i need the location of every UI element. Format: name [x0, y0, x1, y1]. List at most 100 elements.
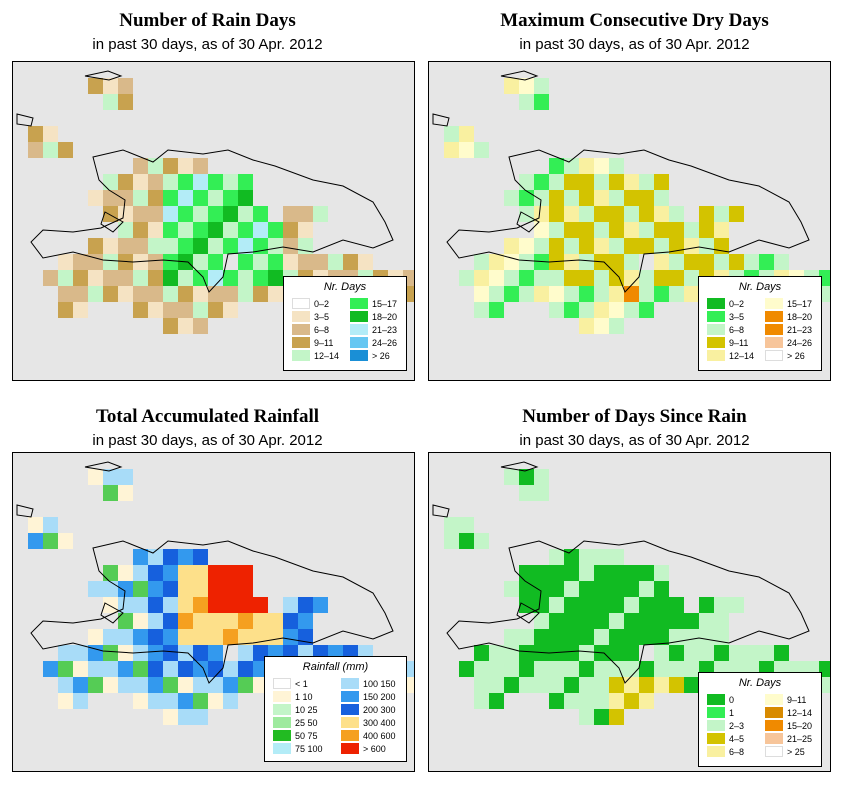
- map-cell: [669, 645, 684, 661]
- legend-swatch: [707, 324, 725, 335]
- legend-title: Nr. Days: [323, 281, 367, 293]
- map-cell: [163, 270, 178, 286]
- map-cell: [639, 597, 654, 613]
- map-cell: [208, 270, 223, 286]
- map-cell: [534, 78, 549, 94]
- map-cell: [729, 206, 744, 222]
- map-cell: [714, 254, 729, 270]
- map-cell: [118, 629, 133, 645]
- map-cell: [163, 206, 178, 222]
- map-cell: [549, 174, 564, 190]
- map-cell: [639, 613, 654, 629]
- map-cell: [283, 206, 298, 222]
- legend-label: 1: [729, 708, 735, 718]
- map-cell: [103, 645, 118, 661]
- map-cell: [148, 661, 163, 677]
- legend-item: 150 200: [341, 691, 396, 703]
- map-cell: [253, 206, 268, 222]
- map-cell: [624, 286, 639, 302]
- legend-label: 3–5: [314, 312, 330, 322]
- map-cell: [58, 254, 73, 270]
- map-cell: [103, 174, 118, 190]
- map-cell: [133, 158, 148, 174]
- map-cell: [178, 158, 193, 174]
- map-cell: [504, 286, 519, 302]
- map-cell: [699, 238, 714, 254]
- map-cell: [639, 693, 654, 709]
- map-cell: [549, 222, 564, 238]
- map-cell: [193, 565, 208, 581]
- map-cell: [238, 190, 253, 206]
- map-cell: [714, 206, 729, 222]
- map-cell: [313, 254, 328, 270]
- map-cell: [163, 254, 178, 270]
- map-cell: [193, 174, 208, 190]
- map-cell: [624, 677, 639, 693]
- map-cell: [118, 597, 133, 613]
- map-cell: [519, 238, 534, 254]
- map-cell: [654, 677, 669, 693]
- map-cell: [609, 286, 624, 302]
- panel-title: Number of Rain Days: [119, 10, 296, 31]
- map-cell: [283, 254, 298, 270]
- map-cell: [73, 270, 88, 286]
- map-cell: [193, 629, 208, 645]
- map-cell: [268, 613, 283, 629]
- map-cell: [178, 190, 193, 206]
- map-cell: [594, 693, 609, 709]
- map-cell: [43, 517, 58, 533]
- map-cell: [549, 661, 564, 677]
- map-cell: [193, 318, 208, 334]
- map-cell: [579, 174, 594, 190]
- map-cell: [654, 174, 669, 190]
- legend-swatch: [765, 311, 783, 322]
- map-cell: [148, 238, 163, 254]
- map-cell: [103, 206, 118, 222]
- map-cell: [283, 222, 298, 238]
- map-cell: [654, 206, 669, 222]
- map-cell: [639, 565, 654, 581]
- legend-item: 9–11: [707, 337, 748, 349]
- map-cell: [118, 565, 133, 581]
- map-cell: [669, 661, 684, 677]
- map-cell: [208, 693, 223, 709]
- map-cell: [459, 661, 474, 677]
- map-cell: [163, 222, 178, 238]
- map-cell: [639, 286, 654, 302]
- map-cell: [163, 613, 178, 629]
- coastline: [30, 540, 394, 684]
- legend: Rainfall (mm) < 1 1 10 10 25 25 50 50 75 75 1…: [264, 656, 407, 762]
- map-cell: [148, 286, 163, 302]
- map-cell: [43, 533, 58, 549]
- map-cell: [594, 158, 609, 174]
- map-cell: [118, 469, 133, 485]
- legend-item: 300 400: [341, 717, 396, 729]
- map-cell: [208, 286, 223, 302]
- map-cell: [579, 222, 594, 238]
- map-cell: [534, 485, 549, 501]
- legend-label: 9–11: [787, 695, 807, 705]
- map-cell: [133, 613, 148, 629]
- map-cell: [654, 270, 669, 286]
- map-cell: [298, 222, 313, 238]
- map-cell: [118, 94, 133, 110]
- map-cell: [504, 581, 519, 597]
- map-cell: [819, 286, 830, 302]
- map-cell: [238, 597, 253, 613]
- legend-item: 9–11: [292, 337, 333, 349]
- map-cell: [594, 677, 609, 693]
- map-cell: [519, 174, 534, 190]
- map-cell: [208, 174, 223, 190]
- map-cell: [504, 238, 519, 254]
- map-cell: [639, 661, 654, 677]
- map-cell: [549, 597, 564, 613]
- map-cell: [238, 661, 253, 677]
- map-cell: [519, 581, 534, 597]
- map-cell: [73, 677, 88, 693]
- legend-item: 200 300: [341, 704, 396, 716]
- map-cell: [43, 270, 58, 286]
- map-cell: [103, 94, 118, 110]
- map-cell: [178, 206, 193, 222]
- map-cell: [148, 597, 163, 613]
- map-cell: [208, 629, 223, 645]
